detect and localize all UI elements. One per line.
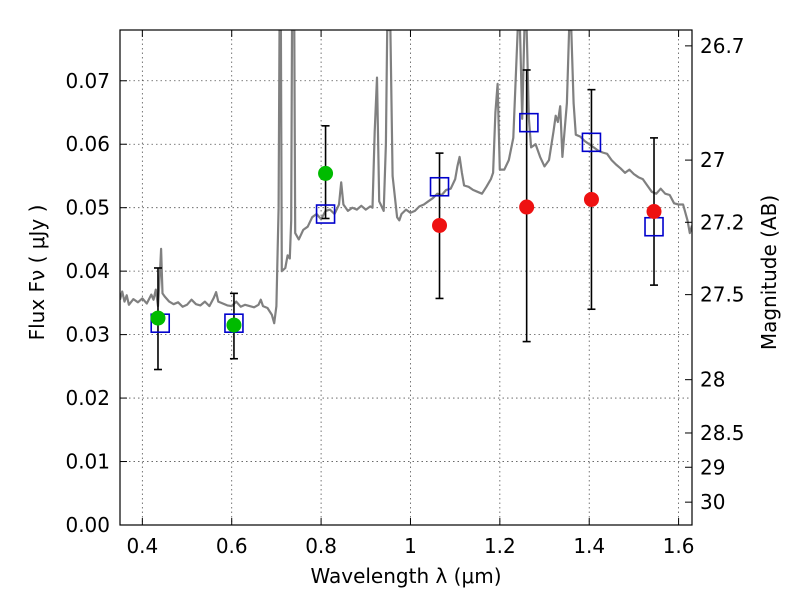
y2-tick-label: 30 — [700, 490, 725, 514]
model-photometry-marker — [315, 204, 336, 224]
axis-ticks: 0.4 0.6 0.8 1 1.2 1.4 1.6 0.00 0.01 0.02 0.03 0.04 0… — [65, 30, 745, 558]
y-tick-label: 0.03 — [65, 323, 110, 347]
y2-tick-label: 27.2 — [700, 210, 745, 234]
red-detection-point — [583, 191, 599, 207]
x-tick-label: 1.6 — [663, 534, 695, 558]
x-axis-label: Wavelength λ (μm) — [310, 564, 501, 588]
y-tick-label: 0.02 — [65, 386, 110, 410]
green-detection-point — [150, 310, 166, 326]
red-detection-point — [432, 217, 448, 233]
spectrum-line — [120, 30, 692, 325]
x-tick-label: 1 — [404, 534, 417, 558]
y2-tick-label: 26.7 — [700, 34, 745, 58]
model-photometry-marker — [519, 112, 539, 133]
model-photometry-marker — [429, 176, 450, 197]
y-tick-label: 0.04 — [65, 259, 110, 283]
y2-tick-label: 27.5 — [700, 283, 745, 307]
y-tick-label: 0.05 — [65, 196, 110, 220]
x-tick-label: 0.6 — [216, 534, 248, 558]
grid-lines — [120, 30, 692, 526]
y-tick-label: 0.01 — [65, 450, 110, 474]
y2-tick-label: 28.5 — [700, 421, 745, 445]
green-detection-point — [226, 317, 242, 333]
y2-tick-label: 27 — [700, 148, 725, 172]
red-detection-point — [519, 199, 535, 215]
x-tick-label: 0.8 — [305, 534, 337, 558]
x-tick-label: 1.4 — [573, 534, 605, 558]
y2-tick-label: 28 — [700, 368, 725, 392]
model-photometry-marker — [581, 132, 602, 153]
plot-series — [120, 30, 692, 371]
plot-frame — [119, 29, 693, 526]
x-tick-label: 0.4 — [126, 534, 158, 558]
green-detection-point — [318, 165, 334, 181]
y2-axis-label: Magnitude (AB) — [757, 195, 781, 350]
red-detection-point — [646, 204, 662, 219]
y-tick-label: 0.06 — [65, 132, 110, 156]
y-tick-label: 0.00 — [65, 513, 110, 537]
y-tick-label: 0.07 — [65, 69, 110, 93]
y-axis-label: Flux Fν ( μJy ) — [25, 205, 49, 341]
x-tick-label: 1.2 — [484, 534, 516, 558]
y2-tick-label: 29 — [700, 455, 725, 479]
